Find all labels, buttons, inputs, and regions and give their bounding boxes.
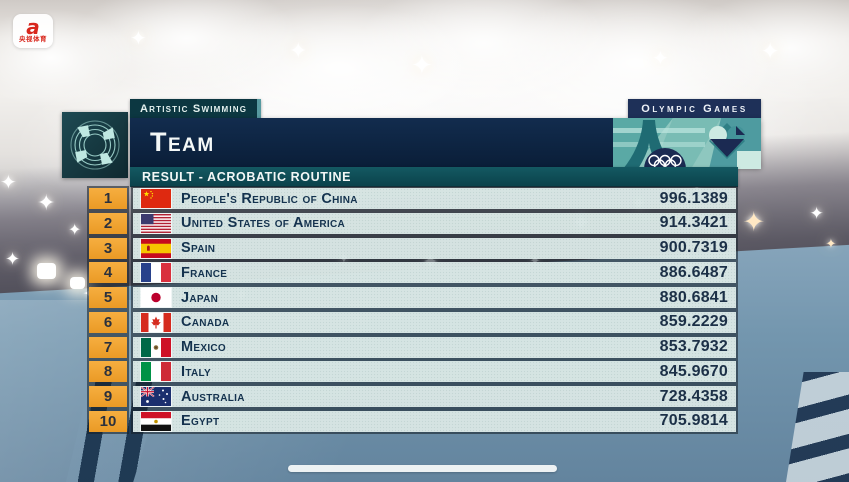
flag-ca-icon [141, 312, 171, 332]
table-row: Spain 900.7319 [133, 237, 736, 259]
country-name: Mexico [181, 339, 226, 356]
rank-cell: 9 [89, 386, 127, 408]
rank-cell: 3 [89, 237, 127, 259]
artistic-swimming-pictogram-icon [62, 112, 128, 178]
country-name: Japan [181, 289, 219, 306]
score-value: 859.2229 [659, 313, 728, 331]
channel-caption: 央视体育 [19, 36, 47, 43]
flag-es-icon [141, 238, 171, 258]
flag-cn-icon [141, 189, 171, 209]
player-scrubber-handle[interactable] [288, 465, 557, 472]
score-value: 880.6841 [659, 288, 728, 306]
score-value: 728.4358 [659, 387, 728, 405]
rank-cell: 7 [89, 336, 127, 358]
flag-us-icon [141, 213, 171, 233]
flag-au-icon [140, 386, 171, 407]
rank-cell: 2 [89, 212, 127, 234]
paris-2024-emblem-icon [613, 118, 761, 171]
deck-light [70, 277, 85, 289]
flag-mx-icon [141, 337, 171, 357]
table-row: Egypt 705.9814 [133, 410, 736, 432]
table-row: Italy 845.9670 [133, 361, 736, 383]
table-row: Mexico 853.7932 [133, 336, 736, 358]
country-name: People's Republic of China [181, 190, 358, 207]
rank-cell: 8 [89, 361, 127, 383]
result-subtitle: Result - Acrobatic Routine [130, 167, 738, 187]
score-value: 886.6487 [659, 263, 728, 281]
score-value: 705.9814 [659, 412, 728, 430]
table-row: United States of America 914.3421 [133, 212, 736, 234]
country-name: Canada [181, 314, 230, 331]
country-name: Italy [181, 363, 211, 380]
table-row: Japan 880.6841 [133, 287, 736, 309]
rank-column: 1 2 3 4 5 6 7 8 9 10 [87, 186, 129, 434]
country-name: United States of America [181, 215, 345, 232]
table-row: People's Republic of China 996.1389 [133, 188, 736, 210]
flag-jp-icon [141, 288, 171, 308]
rank-cell: 1 [89, 188, 127, 210]
discipline-tag: Artistic Swimming [130, 99, 261, 118]
games-label: Olympic Games [628, 99, 761, 118]
country-name: France [181, 264, 228, 281]
flag-fr-icon [141, 263, 171, 283]
results-table: People's Republic of China 996.1389 Unit… [131, 186, 738, 434]
table-row: Canada 859.2229 [133, 311, 736, 333]
score-value: 845.9670 [659, 362, 728, 380]
channel-logo-icon: a [26, 15, 40, 39]
deck-light [37, 263, 56, 279]
rank-cell: 10 [89, 410, 127, 432]
score-value: 996.1389 [659, 189, 728, 207]
score-value: 900.7319 [659, 239, 728, 257]
rank-cell: 5 [89, 287, 127, 309]
flag-it-icon [141, 362, 171, 382]
table-row: France 886.6487 [133, 262, 736, 284]
flag-eg-icon [141, 411, 171, 431]
tv-channel-badge: a 央视体育 [13, 14, 53, 48]
score-value: 853.7932 [659, 338, 728, 356]
rank-cell: 6 [89, 311, 127, 333]
country-name: Australia [181, 388, 245, 405]
table-row: Australia 728.4358 [133, 386, 736, 408]
country-name: Spain [181, 240, 216, 257]
event-title: Team [150, 127, 215, 157]
score-value: 914.3421 [659, 214, 728, 232]
country-name: Egypt [181, 413, 220, 430]
rank-cell: 4 [89, 262, 127, 284]
